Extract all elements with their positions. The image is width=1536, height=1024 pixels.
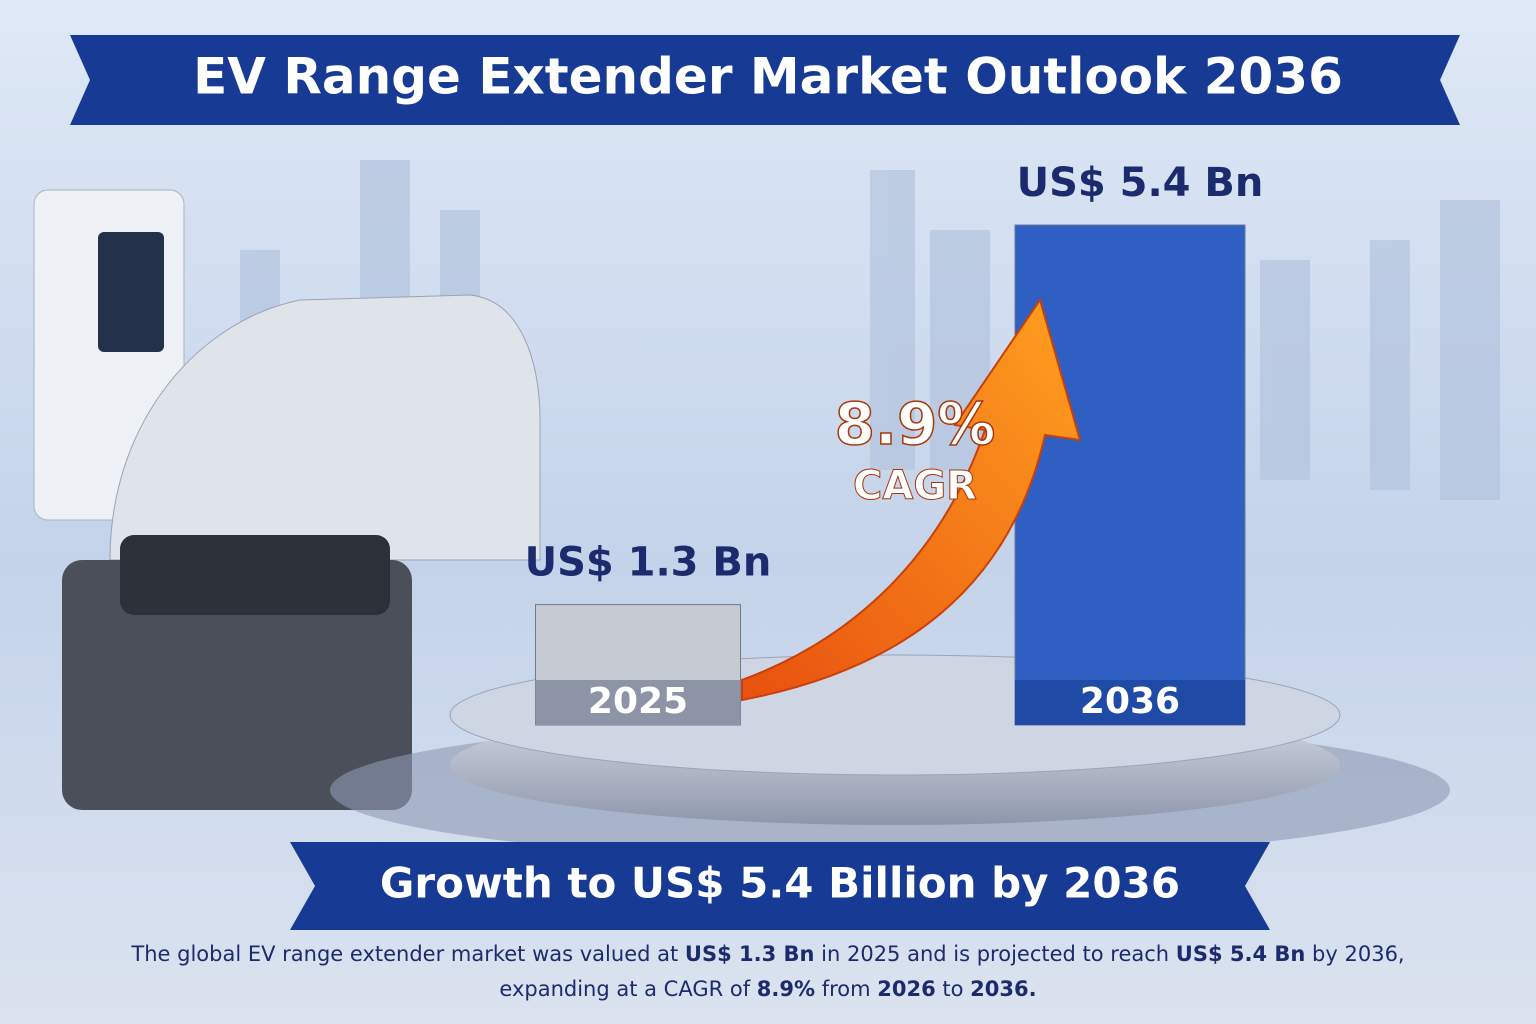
charger-screen (98, 232, 164, 352)
description-segment: to (936, 977, 970, 1001)
description-segment: in 2025 and is projected to reach (814, 942, 1175, 966)
description-segment: 8.9% (757, 977, 815, 1001)
title: EV Range Extender Market Outlook 2036 (193, 48, 1343, 106)
cagr-value: 8.9% (835, 390, 996, 458)
engine-cover (120, 535, 390, 615)
category-label: 2036 (1080, 681, 1180, 722)
engine (62, 560, 412, 810)
subtitle-ribbon (290, 842, 1270, 930)
category-label: 2025 (588, 681, 688, 722)
growth-arrow (741, 297, 1082, 702)
car (109, 294, 541, 561)
title-ribbon (70, 35, 1460, 125)
bar (1014, 224, 1246, 726)
description-segment: The global EV range extender market was … (130, 942, 685, 966)
description-segment: 2036. (970, 977, 1036, 1001)
description-line: The global EV range extender market was … (130, 942, 1404, 966)
value-label: US$ 1.3 Bn (525, 540, 772, 586)
description-segment: from (815, 977, 877, 1001)
bar-plinth (535, 680, 741, 725)
description-segment: by 2036, (1305, 942, 1404, 966)
description-segment: US$ 1.3 Bn (685, 942, 815, 966)
chart: 2025 US$ 1.3 Bn 2036 US$ 5.4 Bn 8.9% CAGR (525, 160, 1264, 726)
skyline (240, 160, 1500, 500)
value-label: US$ 5.4 Bn (1017, 160, 1264, 206)
description-line: expanding at a CAGR of 8.9% from 2026 to… (499, 977, 1036, 1001)
subtitle: Growth to US$ 5.4 Billion by 2036 (380, 859, 1180, 908)
description-segment: US$ 5.4 Bn (1176, 942, 1306, 966)
bar-plinth (1015, 680, 1245, 725)
cagr-label: CAGR (853, 463, 977, 509)
description-segment: 2026 (877, 977, 935, 1001)
description-segment: expanding at a CAGR of (499, 977, 756, 1001)
